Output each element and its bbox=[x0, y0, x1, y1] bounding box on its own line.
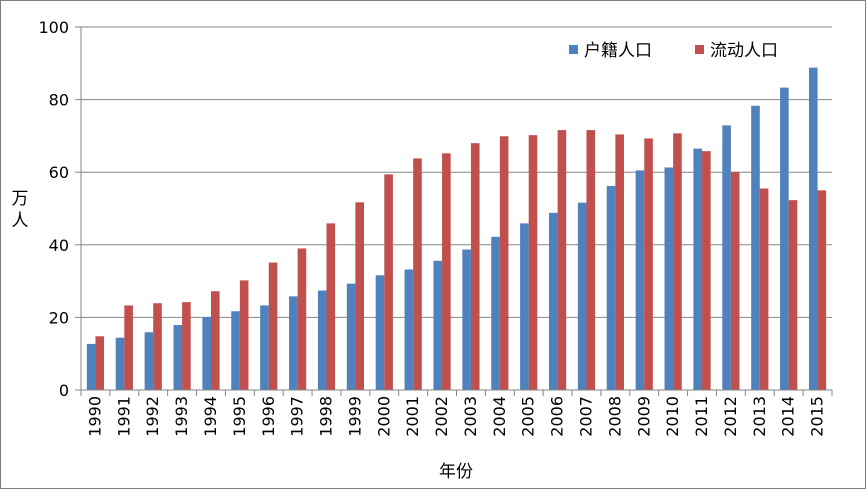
bars bbox=[86, 67, 827, 391]
y-axis-title-text: 万人 bbox=[12, 189, 29, 231]
x-tick-label: 2005 bbox=[519, 396, 538, 437]
x-tick-label: 2010 bbox=[663, 396, 682, 437]
bar-huji-2013 bbox=[751, 105, 760, 391]
axes bbox=[80, 27, 833, 396]
bar-huji-2005 bbox=[520, 223, 529, 390]
legend-label-liudong: 流动人口 bbox=[710, 41, 778, 61]
x-tick-label: 1991 bbox=[114, 396, 133, 437]
bar-liudong-1999 bbox=[355, 202, 365, 390]
bar-huji-1994 bbox=[202, 317, 211, 390]
x-tick-label: 2002 bbox=[432, 396, 451, 437]
x-tick-label: 2006 bbox=[548, 396, 567, 437]
x-tick-label: 2000 bbox=[374, 396, 393, 437]
x-tick-label: 1998 bbox=[317, 396, 336, 437]
y-tick-label: 80 bbox=[49, 91, 69, 110]
bar-huji-2002 bbox=[433, 260, 443, 390]
bar-liudong-2014 bbox=[788, 200, 798, 390]
bar-liudong-1996 bbox=[268, 262, 278, 390]
bar-liudong-2010 bbox=[673, 133, 682, 390]
bar-huji-2006 bbox=[548, 212, 558, 390]
x-tick-label: 1994 bbox=[201, 396, 220, 437]
y-axis-title: 万人 bbox=[12, 189, 29, 231]
bar-liudong-1993 bbox=[182, 302, 191, 390]
legend-swatch-huji bbox=[569, 45, 578, 54]
bar-huji-2004 bbox=[491, 236, 500, 390]
bar-huji-1992 bbox=[144, 332, 154, 390]
bar-huji-1990 bbox=[86, 343, 96, 390]
y-tick-labels: 0 20 40 60 80 100 bbox=[38, 18, 69, 400]
bar-huji-1991 bbox=[115, 337, 125, 390]
bar-huji-2011 bbox=[693, 148, 703, 390]
bar-liudong-2006 bbox=[557, 130, 567, 391]
x-tick-label: 1997 bbox=[288, 396, 307, 437]
x-tick-label: 1993 bbox=[172, 396, 191, 437]
bar-huji-2001 bbox=[404, 269, 414, 390]
x-tick-label: 1995 bbox=[230, 396, 249, 437]
bar-liudong-2001 bbox=[413, 158, 422, 390]
bar-huji-2008 bbox=[606, 185, 616, 390]
y-tick-label: 20 bbox=[49, 308, 69, 327]
legend-label-huji: 户籍人口 bbox=[584, 41, 652, 61]
bar-huji-1997 bbox=[289, 296, 298, 390]
bar-huji-2010 bbox=[664, 167, 674, 390]
bar-huji-1996 bbox=[260, 305, 269, 390]
bar-liudong-2012 bbox=[730, 171, 740, 390]
bar-huji-2007 bbox=[577, 202, 587, 390]
bar-huji-2009 bbox=[635, 170, 645, 390]
bar-liudong-2008 bbox=[615, 134, 624, 390]
bar-liudong-2013 bbox=[759, 188, 769, 390]
x-tick-label: 1990 bbox=[85, 396, 104, 437]
x-tick-label: 2007 bbox=[576, 396, 595, 437]
bar-liudong-2003 bbox=[470, 143, 480, 390]
bar-huji-1995 bbox=[231, 311, 240, 390]
y-tick-label: 100 bbox=[38, 18, 69, 37]
bar-huji-2015 bbox=[808, 67, 818, 390]
x-tick-label: 2008 bbox=[605, 396, 624, 437]
legend-swatch-liudong bbox=[695, 45, 704, 54]
bar-huji-2012 bbox=[722, 125, 731, 391]
bar-liudong-1997 bbox=[297, 248, 307, 390]
y-tick-label: 40 bbox=[49, 236, 69, 255]
x-tick-label: 2014 bbox=[779, 396, 798, 437]
bar-liudong-2004 bbox=[499, 136, 509, 390]
bar-liudong-1994 bbox=[210, 291, 220, 390]
bar-huji-2003 bbox=[462, 249, 471, 390]
bar-huji-1999 bbox=[346, 283, 356, 390]
x-tick-label: 2015 bbox=[808, 396, 827, 437]
bar-liudong-2002 bbox=[442, 153, 451, 390]
x-tick-label: 2009 bbox=[634, 396, 653, 437]
y-tick-label: 60 bbox=[49, 163, 69, 182]
x-tick-label: 1992 bbox=[143, 396, 162, 437]
bar-liudong-2005 bbox=[528, 135, 538, 390]
x-tick-label: 2003 bbox=[461, 396, 480, 437]
x-tick-label: 1996 bbox=[259, 396, 278, 437]
bar-huji-1993 bbox=[173, 325, 183, 390]
bar-huji-2000 bbox=[375, 275, 385, 390]
x-tick-label: 1999 bbox=[345, 396, 364, 437]
bar-liudong-2009 bbox=[644, 138, 653, 390]
x-tick-label: 2001 bbox=[403, 396, 422, 437]
x-axis-title: 年份 bbox=[439, 462, 473, 482]
x-tick-label: 2013 bbox=[750, 396, 769, 437]
bar-liudong-1990 bbox=[95, 336, 105, 390]
y-tick-label: 0 bbox=[59, 381, 69, 400]
bar-huji-2014 bbox=[780, 87, 789, 390]
legend: 户籍人口 流动人口 bbox=[569, 41, 778, 61]
bar-huji-1998 bbox=[317, 290, 327, 390]
x-tick-label: 2011 bbox=[692, 396, 711, 437]
x-tick-label: 2012 bbox=[721, 396, 740, 437]
bar-liudong-2011 bbox=[702, 151, 711, 390]
bar-liudong-2007 bbox=[586, 130, 596, 391]
bar-liudong-1991 bbox=[124, 305, 133, 390]
bar-liudong-1992 bbox=[153, 303, 162, 390]
bar-liudong-1998 bbox=[326, 223, 336, 390]
x-tick-labels: 1990 1991 1992 1993 1994 1995 1996 1997 1998 1999… bbox=[85, 396, 826, 437]
bar-liudong-2000 bbox=[384, 174, 393, 390]
bar-liudong-1995 bbox=[239, 280, 249, 390]
x-tick-label: 2004 bbox=[490, 396, 509, 437]
bar-liudong-2015 bbox=[817, 190, 827, 390]
